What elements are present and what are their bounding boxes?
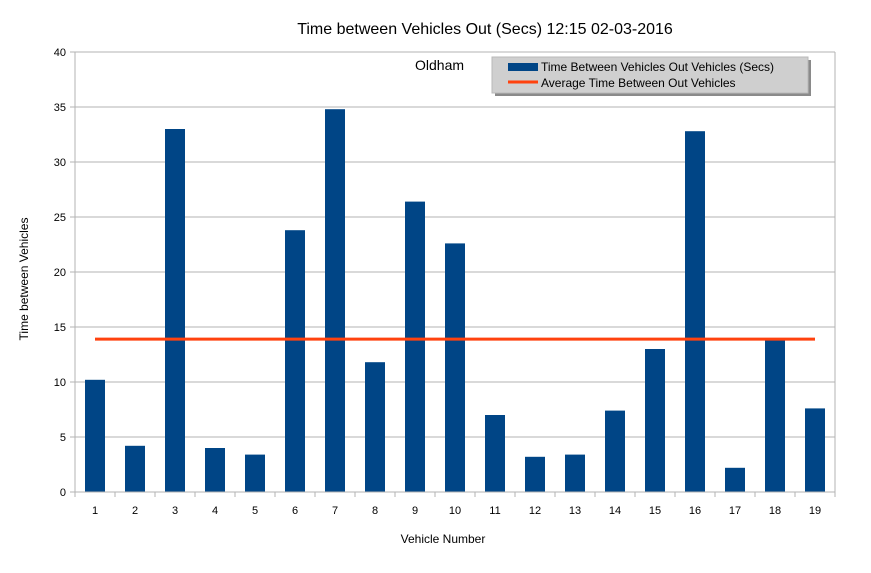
y-axis-label: Time between Vehicles [17,218,31,341]
bar-vehicle-7 [325,109,345,492]
bar-vehicle-15 [645,349,665,492]
bar-vehicle-11 [485,415,505,492]
bar-vehicle-2 [125,445,145,492]
x-tick-label: 16 [689,505,701,517]
x-tick-label: 7 [332,505,338,517]
bar-vehicle-16 [685,131,705,492]
x-tick-label: 3 [172,505,178,517]
bar-vehicle-5 [245,454,265,492]
y-tick-label: 40 [54,47,66,59]
legend: Time Between Vehicles Out Vehicles (Secs… [491,56,811,96]
x-tick-label: 10 [449,505,461,517]
chart-title: Time between Vehicles Out (Secs) 12:15 0… [297,21,673,38]
legend-box [491,56,809,94]
bar-vehicle-12 [525,456,545,492]
x-tick-label: 2 [132,505,138,517]
y-tick-label: 25 [54,212,66,224]
bar-vehicle-18 [765,339,785,492]
y-tick-label: 20 [54,267,66,279]
bar-vehicle-10 [445,243,465,492]
x-tick-labels: 1 2 3 4 5 6 7 8 9 10 11 12 13 14 15 16 17 18 19 [92,505,821,517]
legend-swatch-bars [508,63,538,71]
y-tick-label: 0 [60,487,66,499]
bar-vehicle-8 [365,362,385,492]
x-tick-label: 13 [569,505,581,517]
y-tick-labels: 0 5 10 15 20 25 30 35 40 [54,47,66,499]
x-tick-label: 12 [529,505,541,517]
x-tick-label: 8 [372,505,378,517]
x-tick-label: 5 [252,505,258,517]
x-tick-label: 15 [649,505,661,517]
y-tick-label: 35 [54,102,66,114]
bar-vehicle-3 [165,129,185,492]
legend-label-average-line: Average Time Between Out Vehicles [541,76,736,90]
x-tick-label: 14 [609,505,621,517]
x-tick-label: 11 [489,505,500,517]
y-tick-label: 30 [54,157,66,169]
x-tick-label: 18 [769,505,781,517]
bar-vehicle-4 [205,448,225,492]
x-tick-label: 17 [729,505,741,517]
bar-vehicle-19 [805,408,825,492]
bar-vehicle-14 [605,410,625,492]
bar-vehicle-17 [725,467,745,492]
bar-vehicle-6 [285,230,305,492]
bar-vehicle-1 [85,379,105,492]
x-tick-label: 4 [212,505,218,517]
x-tick-label: 1 [92,505,98,517]
y-tick-label: 10 [54,377,66,389]
y-tick-label: 5 [60,432,66,444]
x-tick-label: 9 [412,505,418,517]
legend-label-bars: Time Between Vehicles Out Vehicles (Secs… [541,60,774,74]
axes [74,52,836,497]
bar-vehicle-13 [565,454,585,492]
chart-annotation: Oldham [415,57,464,73]
bar-series [85,109,825,492]
x-axis-label: Vehicle Number [401,532,486,546]
x-tick-label: 6 [292,505,298,517]
y-tick-label: 15 [54,322,66,334]
x-tick-label: 19 [809,505,821,517]
bar-vehicle-9 [405,201,425,492]
